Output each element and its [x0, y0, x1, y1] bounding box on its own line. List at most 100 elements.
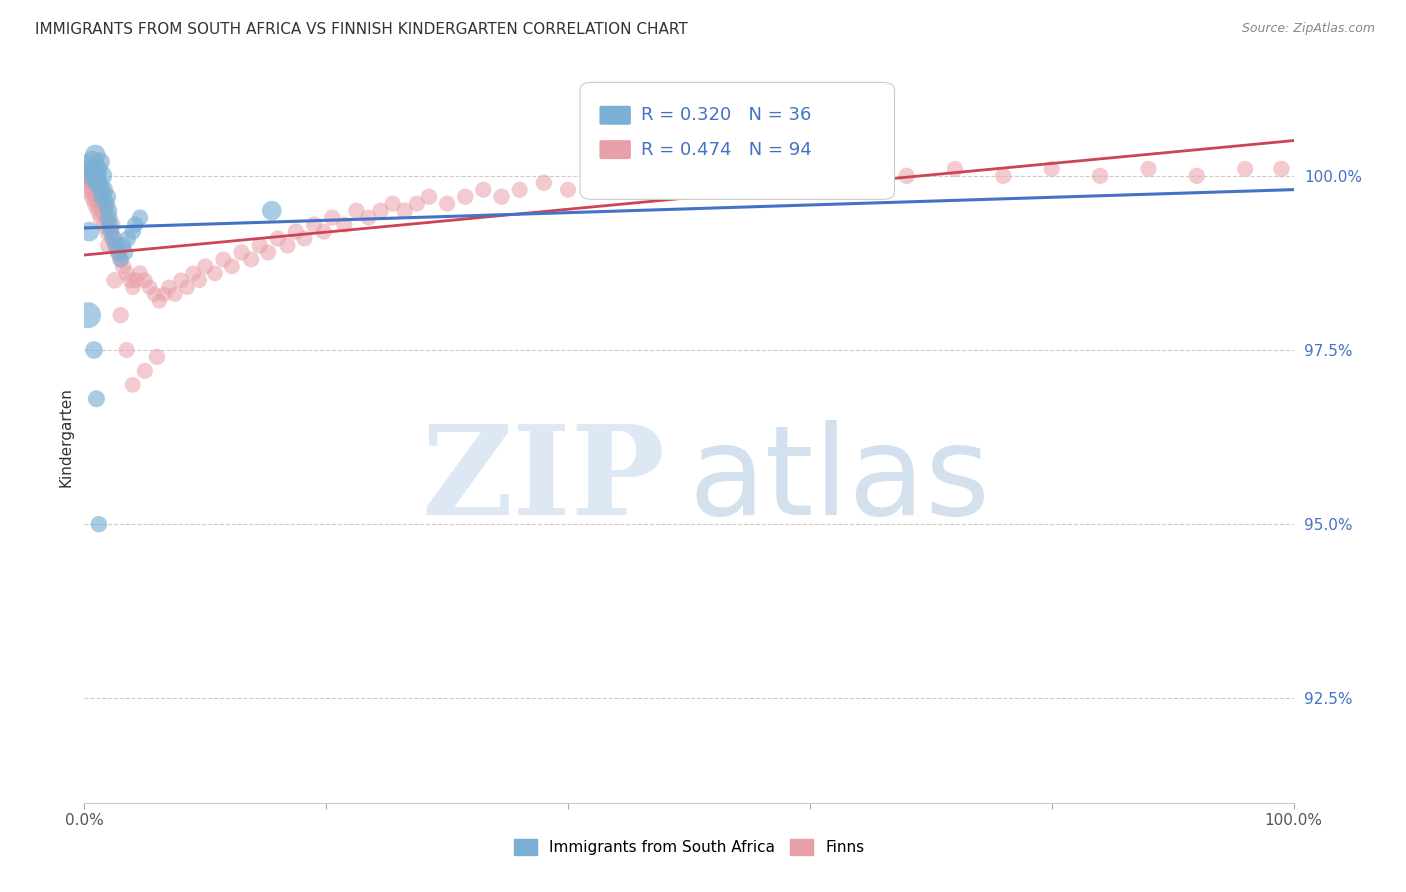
Point: [77, 225, 100, 239]
FancyBboxPatch shape: [599, 140, 631, 159]
Point: [257, 245, 280, 260]
Point: [107, 245, 129, 260]
Point: [77, 161, 100, 176]
Point: [605, 169, 627, 183]
Point: [104, 238, 127, 252]
Text: R = 0.320   N = 36: R = 0.320 N = 36: [641, 106, 811, 124]
Point: [86, 392, 108, 406]
Point: [117, 231, 139, 245]
Text: R = 0.474   N = 94: R = 0.474 N = 94: [641, 141, 811, 159]
Point: [98, 218, 121, 232]
Point: [394, 203, 416, 218]
Point: [509, 183, 531, 197]
Point: [115, 266, 138, 280]
Y-axis label: Kindergarten: Kindergarten: [58, 387, 73, 487]
Point: [86, 169, 108, 183]
Point: [124, 218, 146, 232]
Point: [94, 196, 117, 211]
Point: [146, 350, 169, 364]
Point: [370, 203, 392, 218]
Point: [97, 203, 120, 218]
Text: IMMIGRANTS FROM SOUTH AFRICA VS FINNISH KINDERGARTEN CORRELATION CHART: IMMIGRANTS FROM SOUTH AFRICA VS FINNISH …: [35, 22, 688, 37]
Point: [194, 260, 217, 274]
Point: [107, 245, 129, 260]
Point: [114, 245, 136, 260]
Point: [96, 190, 118, 204]
Point: [302, 218, 325, 232]
Point: [87, 190, 110, 204]
FancyBboxPatch shape: [599, 106, 631, 125]
Point: [97, 225, 120, 239]
Point: [148, 294, 170, 309]
Point: [1137, 161, 1160, 176]
Point: [406, 196, 429, 211]
Point: [165, 287, 187, 301]
Point: [112, 238, 135, 252]
Point: [87, 517, 110, 532]
Point: [77, 169, 100, 183]
Point: [89, 203, 111, 218]
Point: [321, 211, 343, 225]
Point: [725, 169, 748, 183]
Point: [97, 211, 120, 225]
Point: [181, 266, 204, 280]
Point: [115, 343, 138, 357]
Point: [751, 161, 773, 176]
Point: [333, 218, 356, 232]
Point: [1234, 161, 1257, 176]
Point: [188, 273, 211, 287]
Point: [134, 364, 156, 378]
Point: [103, 231, 125, 245]
Point: [294, 231, 316, 245]
Point: [212, 252, 235, 267]
Text: ZIP: ZIP: [420, 420, 665, 541]
Text: Source: ZipAtlas.com: Source: ZipAtlas.com: [1241, 22, 1375, 36]
Point: [170, 273, 193, 287]
Point: [249, 238, 271, 252]
Point: [110, 252, 132, 267]
Point: [91, 211, 114, 225]
Point: [943, 161, 966, 176]
Point: [86, 196, 108, 211]
Point: [82, 155, 104, 169]
Point: [221, 260, 243, 274]
Point: [110, 308, 132, 322]
Point: [91, 169, 114, 183]
Point: [120, 273, 142, 287]
Point: [94, 218, 117, 232]
Point: [93, 203, 115, 218]
Point: [1185, 169, 1208, 183]
Point: [1270, 161, 1292, 176]
Point: [121, 280, 143, 294]
Point: [90, 183, 112, 197]
Point: [1040, 161, 1063, 176]
Point: [143, 287, 166, 301]
Point: [121, 225, 143, 239]
Point: [97, 238, 120, 252]
Point: [346, 203, 368, 218]
Point: [104, 238, 127, 252]
Point: [138, 280, 160, 294]
Point: [77, 308, 100, 322]
Point: [993, 169, 1015, 183]
Point: [1088, 169, 1111, 183]
Point: [75, 161, 97, 176]
Legend: Immigrants from South Africa, Finns: Immigrants from South Africa, Finns: [508, 833, 870, 861]
Point: [89, 155, 111, 169]
Point: [87, 176, 110, 190]
Point: [83, 343, 105, 357]
Point: [557, 183, 579, 197]
Point: [630, 176, 652, 190]
Point: [110, 252, 132, 267]
Point: [231, 245, 253, 260]
Point: [90, 196, 112, 211]
Point: [654, 169, 676, 183]
Point: [436, 196, 458, 211]
Point: [80, 169, 103, 183]
Point: [104, 273, 127, 287]
Point: [491, 190, 513, 204]
Point: [79, 176, 101, 190]
Point: [284, 225, 308, 239]
Point: [357, 211, 380, 225]
Point: [472, 183, 495, 197]
